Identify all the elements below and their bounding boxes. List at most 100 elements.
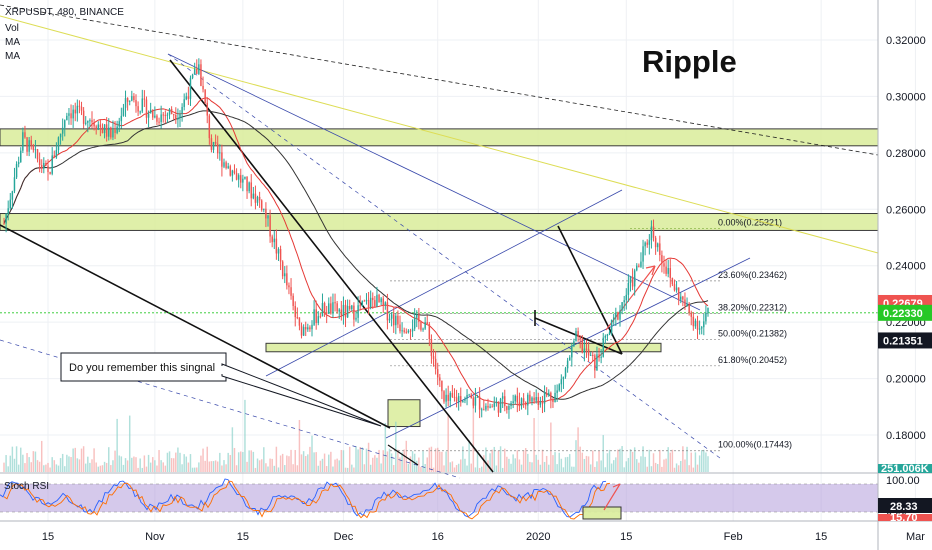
time-tick-label[interactable]: 15 [815, 531, 827, 543]
candle-body [340, 309, 343, 316]
volume-bar [596, 461, 598, 472]
candle-body [374, 300, 376, 307]
price-pane[interactable] [0, 0, 878, 473]
volume-bar [642, 446, 644, 472]
volume-bar [698, 455, 701, 472]
candle-body [514, 395, 516, 402]
volume-bar [246, 461, 248, 472]
candle-body [365, 299, 368, 302]
candle-body [524, 402, 527, 406]
candle-body [91, 120, 93, 123]
price-tag-text: 0.22330 [883, 308, 923, 320]
price-axis[interactable] [878, 0, 932, 550]
time-tick-label[interactable]: 15 [620, 531, 632, 543]
volume-bar [114, 450, 116, 472]
volume-bar [564, 457, 567, 472]
candle-body [422, 328, 424, 330]
time-tick-label[interactable]: 15 [42, 531, 54, 543]
volume-bar [265, 463, 267, 472]
legend-volume[interactable]: Vol [5, 23, 19, 34]
legend-ma-1[interactable]: MA [5, 37, 20, 48]
stoch-tag-text: 28.33 [890, 501, 918, 513]
legend[interactable]: XRPUSDT, 480, BINANCE Vol MA MA [5, 7, 124, 62]
candle-body [149, 109, 152, 114]
volume-bar [623, 467, 625, 472]
candle-body [541, 401, 544, 404]
legend-ma-2[interactable]: MA [5, 51, 20, 62]
candle-body [315, 309, 317, 324]
candle-body [610, 319, 613, 333]
candle-body [631, 277, 634, 287]
candle-body [334, 302, 336, 304]
candle-body [497, 401, 500, 413]
candle-body [430, 339, 433, 357]
candle-body [361, 300, 364, 307]
volume-bar [61, 453, 64, 472]
volume-bar [11, 446, 14, 472]
candle-body [405, 331, 408, 333]
time-tick-label[interactable]: 15 [237, 531, 249, 543]
candle-body [646, 242, 648, 245]
candle-body [72, 109, 74, 119]
volume-bar [554, 452, 556, 472]
candle-body [124, 98, 127, 108]
time-tick-label[interactable]: 2020 [526, 531, 550, 543]
volume-bar [541, 449, 544, 472]
candle-body [145, 99, 148, 118]
volume-bar [240, 451, 242, 472]
candle-body [592, 354, 594, 356]
candle-body [108, 127, 110, 137]
volume-bar [162, 462, 164, 472]
volume-bar [82, 446, 85, 472]
volume-bar [409, 456, 412, 472]
candle-body [93, 122, 95, 127]
volume-bar [319, 460, 322, 472]
candle-body [386, 302, 389, 321]
volume-bar [210, 461, 213, 472]
candle-body [258, 196, 261, 201]
candle-body [78, 105, 81, 107]
time-tick-label[interactable]: Mar [906, 531, 925, 543]
candle-body [97, 124, 100, 130]
volume-bar [28, 457, 30, 472]
candle-body [602, 337, 604, 357]
candle-body [600, 356, 602, 358]
candle-body [64, 120, 66, 128]
volume-bar [32, 451, 35, 472]
volume-bar [638, 462, 640, 472]
time-axis-labels[interactable]: 15Nov15Dec16202015Feb15Mar16 [42, 531, 932, 543]
volume-bar [181, 464, 183, 472]
volume-bar [514, 458, 516, 472]
volume-bar [231, 427, 234, 472]
candle-body [499, 398, 502, 413]
candle-body [621, 302, 623, 311]
volume-bar [510, 463, 512, 472]
volume-bar [372, 457, 374, 472]
callout: Do you remember this singnal [60, 352, 382, 427]
volume-bar [196, 467, 198, 472]
candle-body [103, 124, 106, 134]
legend-symbol[interactable]: XRPUSDT, 480, BINANCE [5, 7, 124, 18]
volume-bar [359, 447, 361, 472]
volume-bar [344, 467, 347, 472]
time-tick-label[interactable]: Feb [724, 531, 743, 543]
candle-body [269, 215, 271, 237]
volume-bar [464, 458, 466, 472]
volume-bar [189, 454, 192, 472]
candle-body [168, 109, 171, 115]
candle-body [669, 268, 672, 278]
volume-bar [665, 458, 667, 472]
volume-bar [384, 422, 387, 472]
time-tick-label[interactable]: Dec [334, 531, 354, 543]
stoch-label[interactable]: Stoch RSI [4, 481, 49, 492]
volume-tag-text: 251.006K [881, 463, 929, 475]
volume-bar [269, 458, 271, 472]
black-trend-lower [0, 224, 391, 429]
volume-bar [279, 455, 282, 472]
time-tick-label[interactable]: 16 [432, 531, 444, 543]
price-tick-label: 0.20000 [886, 374, 926, 386]
volume-bar [598, 450, 600, 472]
candle-body [554, 392, 556, 402]
time-tick-label[interactable]: Nov [145, 531, 165, 543]
